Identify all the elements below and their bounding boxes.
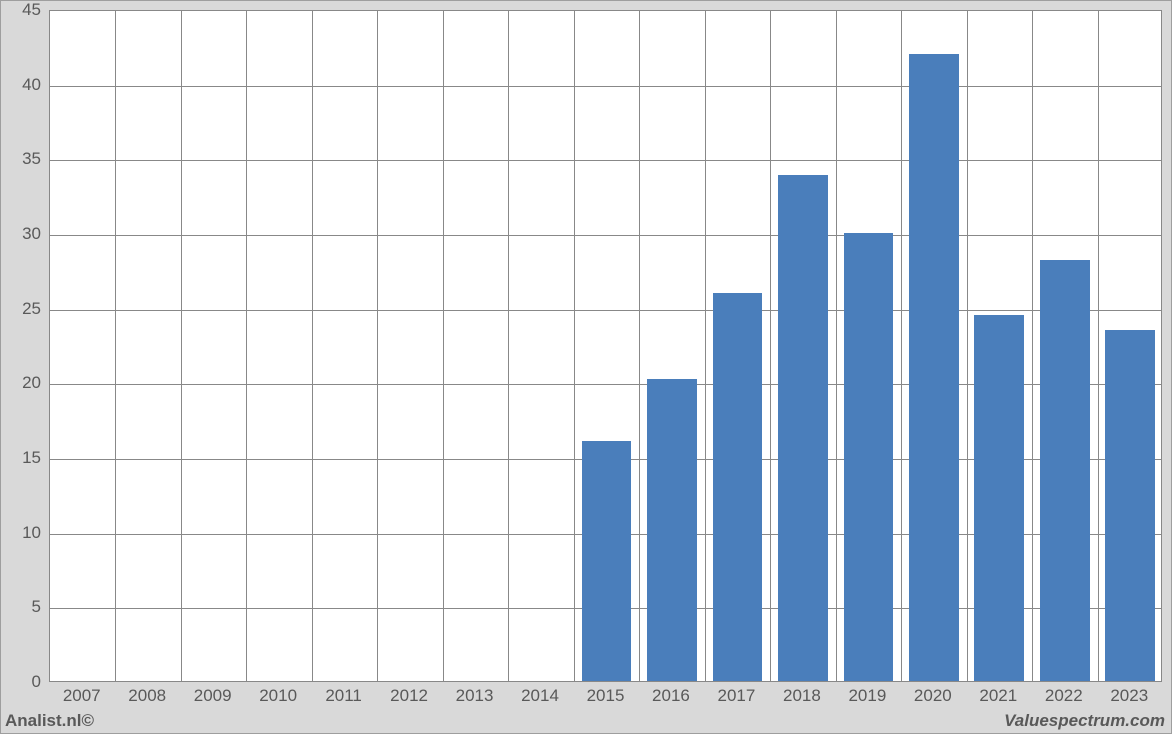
y-tick-label: 15 [1,448,41,468]
footer-right: Valuespectrum.com [1004,711,1165,731]
gridline-vertical [901,11,902,681]
y-tick-label: 20 [1,373,41,393]
x-tick-label: 2012 [390,686,428,706]
gridline-horizontal [50,160,1161,161]
x-tick-label: 2011 [325,686,362,706]
gridline-vertical [246,11,247,681]
bar [582,441,632,681]
x-tick-label: 2019 [848,686,886,706]
gridline-vertical [181,11,182,681]
gridline-vertical [574,11,575,681]
y-tick-label: 30 [1,224,41,244]
x-tick-label: 2010 [259,686,297,706]
y-tick-label: 40 [1,75,41,95]
bar [1040,260,1090,681]
x-tick-label: 2021 [979,686,1017,706]
gridline-vertical [1032,11,1033,681]
gridline-vertical [443,11,444,681]
gridline-vertical [377,11,378,681]
x-tick-label: 2009 [194,686,232,706]
gridline-horizontal [50,310,1161,311]
y-tick-label: 45 [1,0,41,20]
y-tick-label: 35 [1,149,41,169]
gridline-vertical [770,11,771,681]
bar [713,293,763,681]
x-tick-label: 2008 [128,686,166,706]
y-tick-label: 5 [1,597,41,617]
x-tick-label: 2013 [456,686,494,706]
gridline-horizontal [50,86,1161,87]
x-tick-label: 2018 [783,686,821,706]
x-tick-label: 2023 [1110,686,1148,706]
plot-area [49,10,1162,682]
chart-container: Analist.nl© Valuespectrum.com 0 5 10 15 20 25… [0,0,1172,734]
gridline-vertical [705,11,706,681]
y-tick-label: 10 [1,523,41,543]
gridline-horizontal [50,235,1161,236]
x-tick-label: 2020 [914,686,952,706]
x-tick-label: 2014 [521,686,559,706]
gridline-vertical [312,11,313,681]
x-tick-label: 2007 [63,686,101,706]
y-tick-label: 25 [1,299,41,319]
gridline-vertical [1098,11,1099,681]
bar [974,315,1024,681]
bar [909,54,959,681]
x-tick-label: 2022 [1045,686,1083,706]
bar [647,379,697,681]
gridline-vertical [967,11,968,681]
bar [844,233,894,681]
gridline-vertical [639,11,640,681]
x-tick-label: 2016 [652,686,690,706]
bar [778,175,828,681]
bar [1105,330,1155,681]
x-tick-label: 2017 [718,686,756,706]
gridline-vertical [508,11,509,681]
gridline-vertical [836,11,837,681]
gridline-vertical [115,11,116,681]
footer-left: Analist.nl© [5,711,94,731]
y-tick-label: 0 [1,672,41,692]
x-tick-label: 2015 [587,686,625,706]
